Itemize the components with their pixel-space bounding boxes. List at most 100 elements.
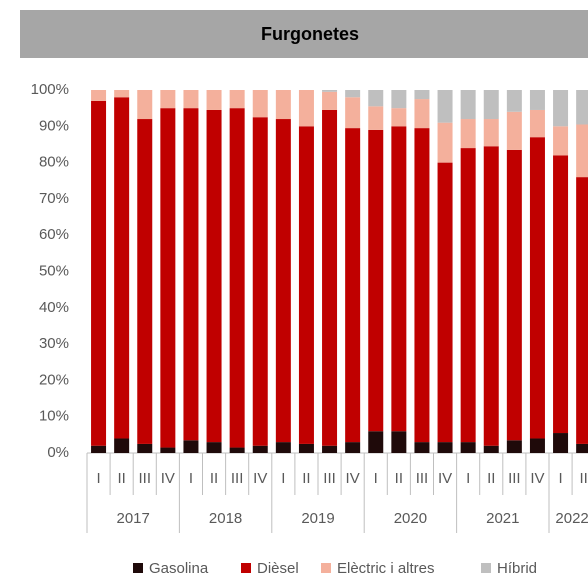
- bar-segment: [437, 442, 453, 453]
- bar-segment: [114, 90, 130, 98]
- x-tick-label: II: [579, 470, 587, 487]
- bar-segment: [183, 440, 199, 453]
- bar-segment: [483, 146, 499, 446]
- chart-title: Furgonetes: [261, 24, 359, 44]
- bar-segment: [576, 124, 588, 178]
- bar-segment: [414, 128, 430, 443]
- x-tick-label: III: [323, 470, 336, 487]
- bar-segment: [414, 442, 430, 453]
- x-tick-label: III: [416, 470, 429, 487]
- y-tick-label: 70%: [39, 190, 69, 207]
- bar-segment: [414, 99, 430, 129]
- x-tick-label: I: [189, 470, 193, 487]
- bar-segment: [483, 90, 499, 120]
- bar-segment: [437, 162, 453, 443]
- bar-segment: [460, 119, 476, 149]
- y-tick-label: 40%: [39, 299, 69, 316]
- legend-swatch: [481, 563, 491, 573]
- bar-segment: [345, 442, 361, 453]
- bar-segment: [160, 447, 176, 453]
- bar-segment: [322, 91, 338, 110]
- bar-segment: [137, 119, 153, 444]
- year-label: 2021: [486, 510, 519, 527]
- x-tick-label: II: [117, 470, 125, 487]
- legend-swatch: [133, 563, 143, 573]
- bar-segment: [414, 90, 430, 100]
- year-label: 2017: [117, 510, 150, 527]
- bar-segment: [483, 445, 499, 453]
- bar-segment: [206, 90, 222, 110]
- x-tick-label: III: [231, 470, 244, 487]
- bar-segment: [298, 126, 314, 444]
- bar-segment: [553, 126, 569, 156]
- bar-segment: [298, 443, 314, 453]
- legend-label: Híbrid: [497, 560, 537, 573]
- x-tick-label: IV: [530, 470, 544, 487]
- y-tick-label: 0%: [47, 444, 69, 461]
- year-label: 2018: [209, 510, 242, 527]
- x-tick-label: I: [96, 470, 100, 487]
- year-label: 2020: [394, 510, 427, 527]
- bar-segment: [460, 442, 476, 453]
- y-tick-label: 50%: [39, 262, 69, 279]
- x-tick-label: IV: [346, 470, 360, 487]
- bar-segment: [322, 445, 338, 453]
- bar-segment: [252, 445, 268, 453]
- bar-segment: [529, 90, 545, 110]
- bar-segment: [137, 443, 153, 453]
- bar-segment: [229, 90, 245, 109]
- bar-segment: [160, 90, 176, 109]
- bar-segment: [137, 90, 153, 120]
- bar-segment: [183, 108, 199, 441]
- bar-segment: [252, 90, 268, 118]
- bar-segment: [553, 433, 569, 453]
- bar-segment: [529, 137, 545, 439]
- bar-segment: [576, 177, 588, 444]
- x-tick-label: IV: [438, 470, 452, 487]
- y-tick-label: 60%: [39, 226, 69, 243]
- year-label: 2022: [555, 510, 588, 527]
- bar-segment: [368, 431, 384, 453]
- bar-segment: [322, 90, 338, 92]
- year-label: 2019: [301, 510, 334, 527]
- bar-segment: [483, 119, 499, 147]
- x-tick-label: III: [138, 470, 151, 487]
- bar-segment: [91, 445, 107, 453]
- legend-label: Elèctric i altres: [337, 560, 435, 573]
- bar-segment: [183, 90, 199, 109]
- bar-segment: [391, 126, 407, 432]
- legend-label: Gasolina: [149, 560, 209, 573]
- x-tick-label: II: [395, 470, 403, 487]
- y-tick-label: 80%: [39, 154, 69, 171]
- x-tick-label: II: [302, 470, 310, 487]
- bar-segment: [229, 108, 245, 448]
- bar-segment: [91, 90, 107, 101]
- bar-segment: [114, 97, 130, 439]
- x-tick-label: II: [210, 470, 218, 487]
- bar-segment: [553, 90, 569, 127]
- bar-segment: [460, 90, 476, 120]
- bar-segment: [506, 149, 522, 441]
- bar-segment: [298, 90, 314, 127]
- x-tick-label: III: [508, 470, 521, 487]
- y-tick-label: 10%: [39, 408, 69, 425]
- bar-segment: [529, 109, 545, 138]
- bar-segment: [576, 443, 588, 453]
- bar-segment: [252, 117, 268, 446]
- y-tick-label: 90%: [39, 117, 69, 134]
- bar-segment: [506, 111, 522, 150]
- bar-segment: [345, 97, 361, 129]
- bar-segment: [368, 129, 384, 432]
- y-tick-label: 20%: [39, 371, 69, 388]
- bar-segment: [206, 442, 222, 453]
- bar-segment: [345, 128, 361, 443]
- bar-segment: [368, 90, 384, 107]
- plot: 0%10%20%30%40%50%60%70%80%90%100%I II III I…: [31, 81, 588, 573]
- bar-segment: [206, 109, 222, 443]
- y-tick-label: 100%: [31, 81, 69, 98]
- bar-segment: [506, 90, 522, 112]
- bar-segment: [576, 90, 588, 125]
- x-tick-label: I: [558, 470, 562, 487]
